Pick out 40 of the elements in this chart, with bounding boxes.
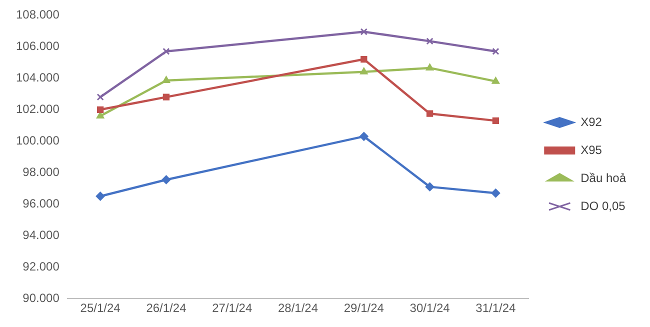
point <box>96 106 104 113</box>
point <box>96 93 104 101</box>
y-tick-label: 98.000 <box>22 164 60 179</box>
y-tick-label: 96.000 <box>22 196 60 210</box>
y-tick-label: 106.000 <box>16 39 60 53</box>
y-tick-label: 102.000 <box>16 102 60 116</box>
x-tick-label: 29/1/24 <box>344 301 384 316</box>
legend-label: X92 <box>580 114 602 129</box>
point <box>492 76 500 84</box>
point <box>492 48 500 55</box>
y-tick-label: 92.000 <box>22 259 60 274</box>
point <box>426 38 434 45</box>
point <box>426 63 434 70</box>
point <box>491 188 500 198</box>
legend-label: DO 0,05 <box>580 198 626 213</box>
point <box>162 175 171 184</box>
y-tick-label: 108.000 <box>16 8 60 22</box>
x-tick-label: 31/1/24 <box>476 301 516 316</box>
legend-label: Dầu hoả <box>580 170 626 185</box>
point <box>426 110 434 117</box>
point <box>360 56 368 63</box>
y-tick-label: 100.000 <box>16 133 60 148</box>
y-tick-label: 90.000 <box>22 290 60 305</box>
point <box>162 48 170 55</box>
x-tick-label: 25/1/24 <box>80 301 121 316</box>
x-tick-label: 26/1/24 <box>146 301 187 316</box>
point <box>360 67 368 74</box>
point <box>162 94 170 100</box>
x-tick-label: 27/1/24 <box>212 301 252 316</box>
point <box>96 192 105 201</box>
x-tick-label: 28/1/24 <box>278 301 318 316</box>
y-tick-label: 104.000 <box>16 70 60 84</box>
legend-label: X95 <box>580 142 602 157</box>
point <box>425 182 434 192</box>
y-tick-label: 94.000 <box>22 228 60 242</box>
point <box>162 76 170 84</box>
point <box>359 132 368 141</box>
point <box>492 117 500 124</box>
point <box>360 28 368 36</box>
x-tick-label: 30/1/24 <box>410 301 450 316</box>
